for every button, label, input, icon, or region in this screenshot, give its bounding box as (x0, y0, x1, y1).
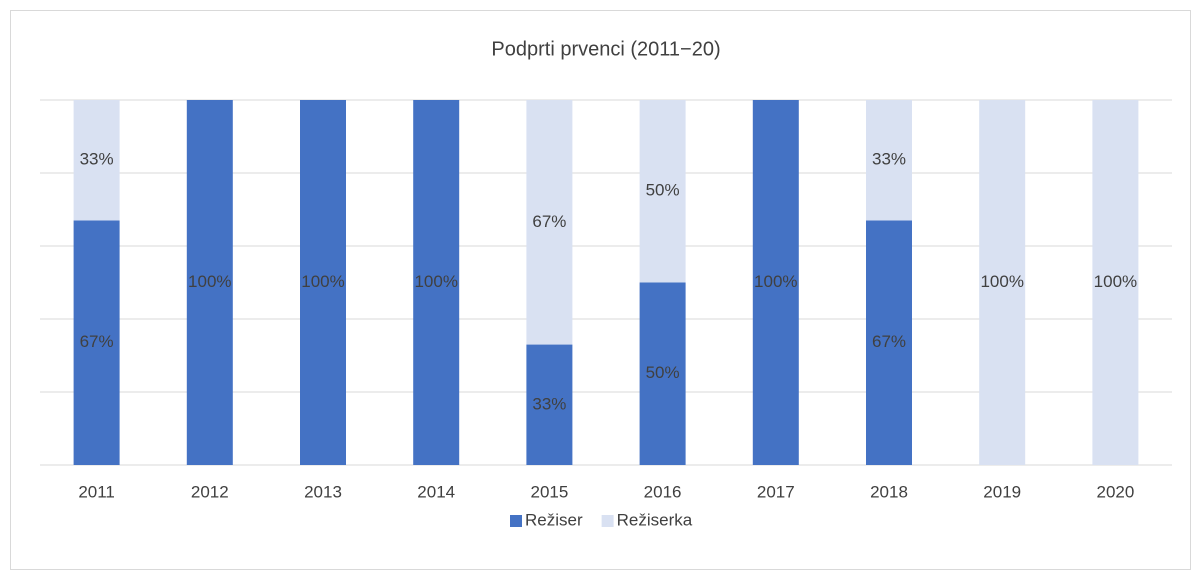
legend-swatch (510, 515, 522, 527)
x-tick-label: 2019 (983, 482, 1021, 501)
x-tick-label: 2020 (1096, 482, 1134, 501)
data-label: 33% (872, 150, 906, 169)
x-tick-label: 2014 (417, 482, 455, 501)
bar-segment (1092, 100, 1139, 465)
data-label: 100% (414, 272, 457, 291)
data-label: 50% (646, 363, 680, 382)
x-tick-label: 2013 (304, 482, 342, 501)
legend-label: Režiser (525, 510, 583, 529)
x-tick-label: 2015 (530, 482, 568, 501)
legend-swatch (601, 515, 614, 527)
bar-segment (866, 100, 912, 221)
data-label: 33% (532, 394, 566, 413)
bar-segment (639, 100, 686, 283)
x-tick-label: 2017 (757, 482, 795, 501)
data-label: 100% (754, 272, 797, 291)
data-label: 33% (80, 150, 114, 169)
data-label: 100% (188, 272, 231, 291)
bar-segment (73, 100, 120, 221)
data-label: 67% (872, 332, 906, 351)
x-tick-label: 2011 (78, 482, 115, 501)
data-label: 67% (80, 332, 114, 351)
x-tick-label: 2012 (191, 482, 229, 501)
chart-title: Podprti prvenci (2011−20) (491, 38, 720, 60)
bar-segment (639, 282, 686, 465)
x-tick-label: 2016 (644, 482, 682, 501)
bar-segment (526, 100, 573, 345)
data-label: 50% (646, 181, 680, 200)
bar-segment (979, 100, 1026, 465)
legend-label: Režiserka (617, 510, 693, 529)
data-label: 100% (980, 272, 1023, 291)
bar-segment (300, 100, 346, 465)
data-label: 100% (301, 272, 344, 291)
data-label: 100% (1094, 272, 1137, 291)
data-label: 67% (532, 212, 566, 231)
bar-segment (752, 100, 799, 465)
bar-segment (186, 100, 233, 465)
bar-segment (866, 220, 912, 465)
bar-segment (73, 220, 120, 465)
x-tick-label: 2018 (870, 482, 908, 501)
bar-segment (413, 100, 460, 465)
bar-segment (526, 344, 573, 465)
